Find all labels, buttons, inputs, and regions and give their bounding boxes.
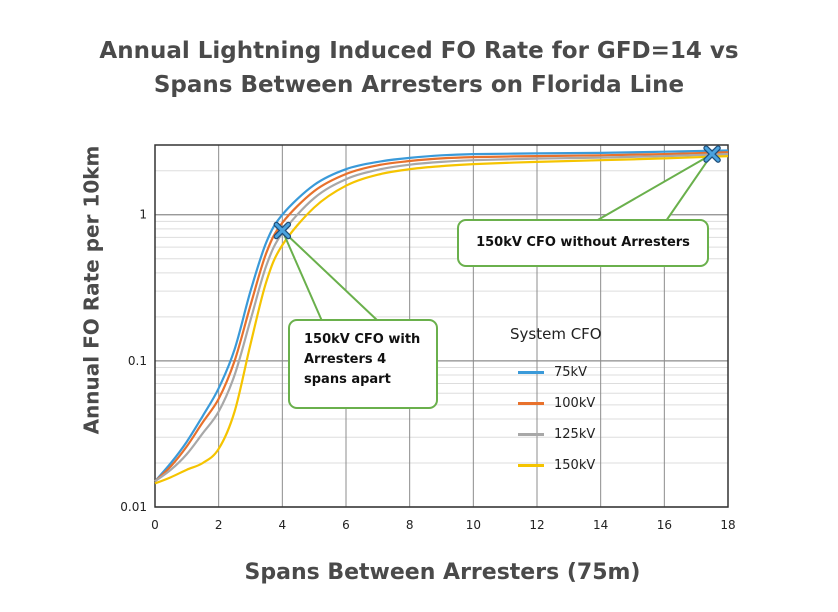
legend-item: 125kV: [470, 419, 650, 450]
legend-item: 75kV: [470, 357, 650, 388]
y-tick-label: 1: [139, 208, 147, 222]
y-axis-label: Annual FO Rate per 10km: [80, 146, 104, 435]
x-tick-label: 6: [342, 518, 350, 532]
x-axis-label: Spans Between Arresters (75m): [244, 560, 641, 585]
series-line-125kV: [154, 153, 729, 483]
plot-border: [154, 144, 729, 508]
legend-item: 100kV: [470, 388, 650, 419]
marker-x-0: [274, 222, 290, 238]
legend-label: 100kV: [554, 396, 596, 411]
chart-title-line-2: Spans Between Arresters on Florida Line: [153, 72, 685, 98]
y-axis-label-svg: Annual FO Rate per 10km: [80, 146, 104, 435]
annotation-without-arresters-text: 150kV CFO without Arresters: [476, 235, 690, 250]
series-line-100kV: [154, 151, 729, 483]
x-tick-label: 2: [215, 518, 223, 532]
annotation-with-arresters-line-3: spans apart: [304, 372, 391, 387]
x-tick-label: 16: [657, 518, 672, 532]
x-tick-label: 0: [151, 518, 159, 532]
legend: System CFO 75kV 100kV 125kV 150kV: [470, 325, 650, 481]
legend-swatch: [518, 433, 544, 436]
legend-swatch: [518, 464, 544, 467]
legend-items: 75kV 100kV 125kV 150kV: [470, 357, 650, 481]
legend-label: 75kV: [554, 365, 587, 380]
x-tick-label: 4: [279, 518, 287, 532]
marker-x-1: [704, 146, 720, 162]
legend-item: 150kV: [470, 450, 650, 481]
legend-swatch: [518, 371, 544, 374]
x-tick-label: 10: [466, 518, 481, 532]
chart-title-line-1: Annual Lightning Induced FO Rate for GFD…: [99, 38, 739, 64]
legend-label: 125kV: [554, 427, 596, 442]
annotation-with-arresters: 150kV CFO with Arresters 4 spans apart: [288, 319, 438, 409]
series-line-75kV: [154, 149, 729, 483]
x-tick-label: 14: [593, 518, 608, 532]
legend-label: 150kV: [554, 458, 596, 473]
legend-title: System CFO: [510, 325, 602, 343]
y-tick-label: 0.01: [120, 500, 147, 514]
series-line-150kV: [154, 155, 729, 485]
legend-swatch: [518, 402, 544, 405]
chart-title: Annual Lightning Induced FO Rate for GFD…: [0, 34, 838, 102]
x-tick-label: 18: [720, 518, 735, 532]
annotation-without-arresters: 150kV CFO without Arresters: [457, 219, 709, 267]
x-tick-label: 12: [529, 518, 544, 532]
annotation-with-arresters-line-2: Arresters 4: [304, 352, 387, 367]
x-tick-label: 8: [406, 518, 414, 532]
y-tick-label: 0.1: [128, 354, 147, 368]
annotation-with-arresters-line-1: 150kV CFO with: [304, 332, 421, 347]
y-axis-label-box: Annual FO Rate per 10km: [68, 105, 118, 475]
